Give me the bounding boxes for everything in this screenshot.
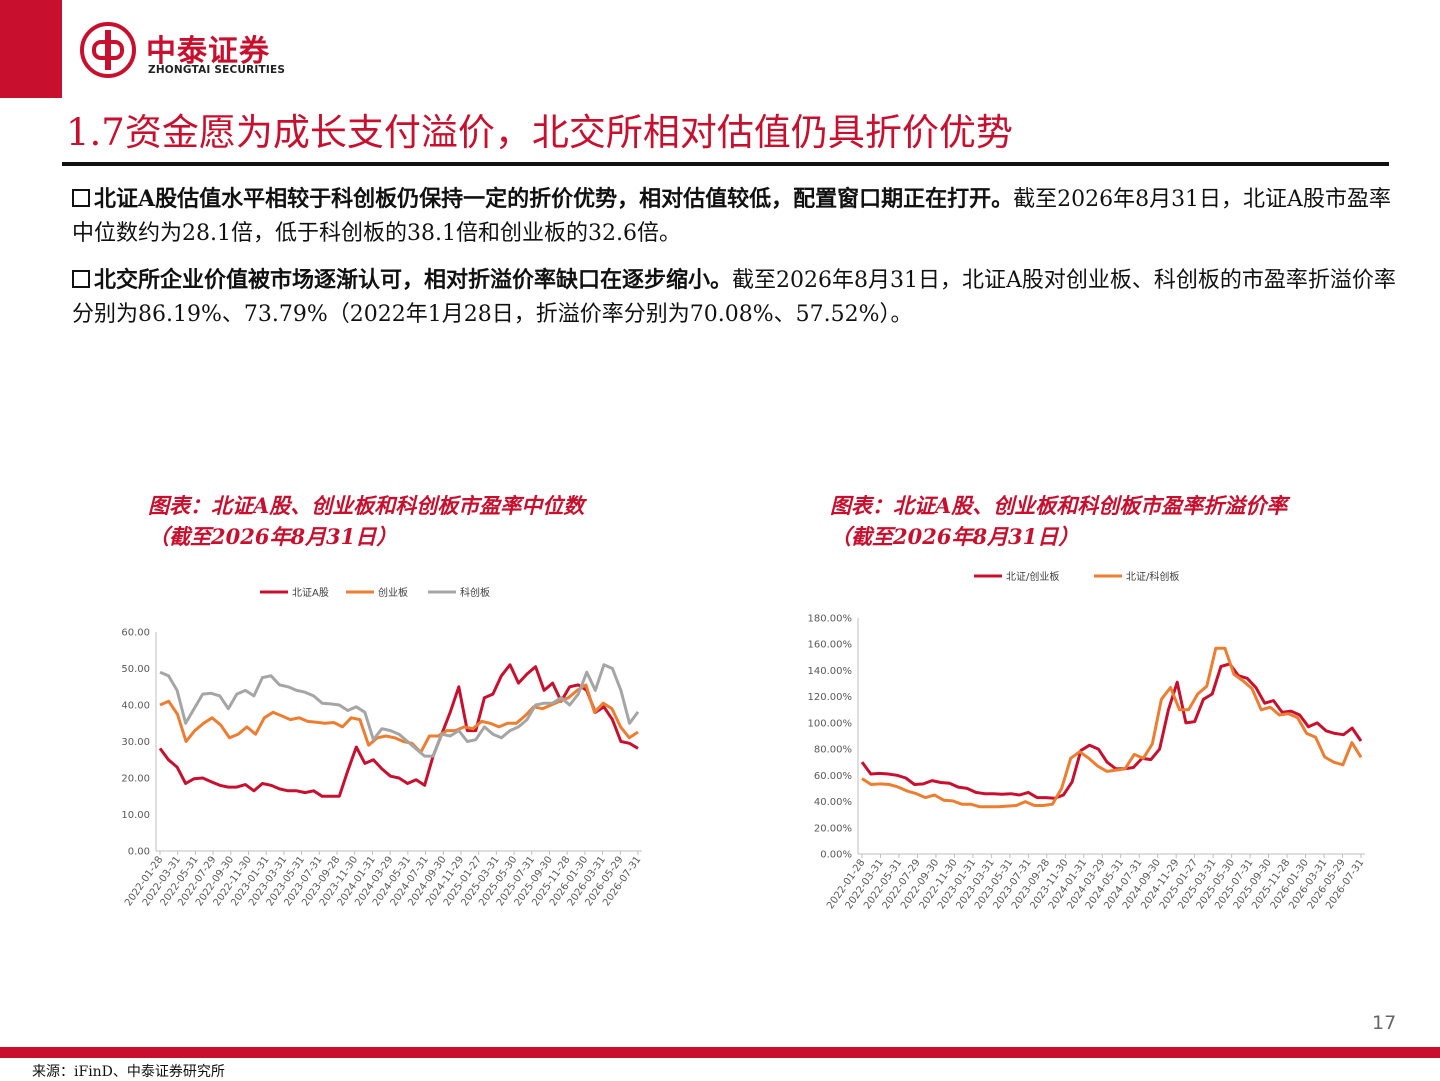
chart2-y-tick-label: 60.00% — [814, 771, 852, 782]
chart2-y-tick-label: 0.00% — [820, 850, 852, 861]
chart-1-title-line2: （截至2026年8月31日） — [148, 524, 398, 549]
chart1-y-tick-label: 40.00 — [121, 701, 150, 712]
bullet-paragraph-1: 北证A股估值水平相较于科创板仍保持一定的折价优势，相对估值较低，配置窗口期正在打… — [72, 182, 1402, 251]
chart2-series-line-1 — [860, 662, 1363, 800]
chart-1-title: 图表：北证A股、创业板和科创板市盈率中位数 （截至2026年8月31日） — [148, 490, 584, 552]
chart2-y-tick-label: 160.00% — [808, 640, 853, 651]
checkbox-bullet-icon — [72, 270, 90, 288]
brand-name-en: ZHONGTAI SECURITIES — [148, 64, 286, 76]
chart2-y-tick-label: 120.00% — [808, 692, 853, 703]
chart-2-title-line2: （截至2026年8月31日） — [830, 524, 1080, 549]
chart1-legend-label-2: 创业板 — [378, 586, 408, 599]
chart2-y-tick-label: 100.00% — [808, 718, 853, 729]
premium-rate-line-chart: 0.00% 20.00% 40.00% 60.00% 80.00% 100.00% 120.… — [808, 570, 1367, 911]
footer-red-bar — [0, 1047, 1440, 1058]
source-note: 来源：iFinD、中泰证券研究所 — [32, 1064, 225, 1080]
chart1-y-tick-label: 20.00 — [121, 774, 150, 785]
chart2-y-tick-label: 180.00% — [808, 614, 853, 625]
checkbox-bullet-icon — [72, 189, 90, 207]
bullet-1-text: 截至2026年8月31日，北证A股市盈率中位数约为28.1倍，低于科创板的38.… — [72, 187, 1391, 246]
chart2-series-line-2 — [861, 646, 1363, 809]
chart2-y-tick-label: 80.00% — [814, 745, 852, 756]
chart2-legend-label-2: 北证/科创板 — [1126, 570, 1179, 583]
zhongtai-logo-icon — [80, 22, 136, 78]
chart-1-title-line1: 图表：北证A股、创业板和科创板市盈率中位数 — [148, 493, 585, 518]
bullet-2-bold: 北交所企业价值被市场逐渐认可，相对折溢价率缺口在逐步缩小。 — [94, 267, 733, 293]
bullet-2-text: 截至2026年8月31日，北证A股对创业板、科创板的市盈率折溢价率分别为86.1… — [72, 268, 1396, 327]
chart1-legend-label-1: 北证A股 — [292, 587, 329, 599]
pe-median-line-chart: 0.0010.0020.0030.0040.0050.0060.002022-0… — [121, 586, 643, 908]
chart1-y-tick-label: 0.00 — [128, 847, 150, 858]
chart1-series-line-1 — [158, 663, 639, 798]
header-red-tab — [0, 0, 62, 98]
chart2-legend-label-1: 北证/创业板 — [1006, 570, 1059, 583]
chart1-series-line-3 — [159, 663, 640, 758]
chart2-y-tick-label: 20.00% — [814, 823, 852, 834]
title-divider — [62, 162, 1389, 166]
bullet-paragraph-2: 北交所企业价值被市场逐渐认可，相对折溢价率缺口在逐步缩小。截至2026年8月31… — [72, 263, 1402, 332]
chart2-y-tick-label: 40.00% — [814, 797, 852, 808]
chart2-y-tick-label: 140.00% — [808, 666, 853, 677]
chart-2-title-line1: 图表：北证A股、创业板和科创板市盈率折溢价率 — [830, 493, 1288, 518]
page-number: 17 — [1372, 1012, 1397, 1034]
chart1-y-tick-label: 10.00 — [121, 810, 150, 821]
chart1-y-tick-label: 30.00 — [121, 737, 150, 748]
chart-2-title: 图表：北证A股、创业板和科创板市盈率折溢价率 （截至2026年8月31日） — [830, 490, 1287, 552]
chart1-series-line-2 — [159, 683, 639, 754]
page-title: 1.7资金愿为成长支付溢价，北交所相对估值仍具折价优势 — [66, 111, 1013, 154]
brand-name-cn: 中泰证券 — [146, 34, 270, 69]
chart1-y-tick-label: 60.00 — [121, 628, 150, 639]
chart1-y-tick-label: 50.00 — [121, 664, 150, 675]
chart1-legend-label-3: 科创板 — [460, 586, 490, 599]
bullet-1-bold: 北证A股估值水平相较于科创板仍保持一定的折价优势，相对估值较低，配置窗口期正在打… — [94, 186, 1014, 212]
